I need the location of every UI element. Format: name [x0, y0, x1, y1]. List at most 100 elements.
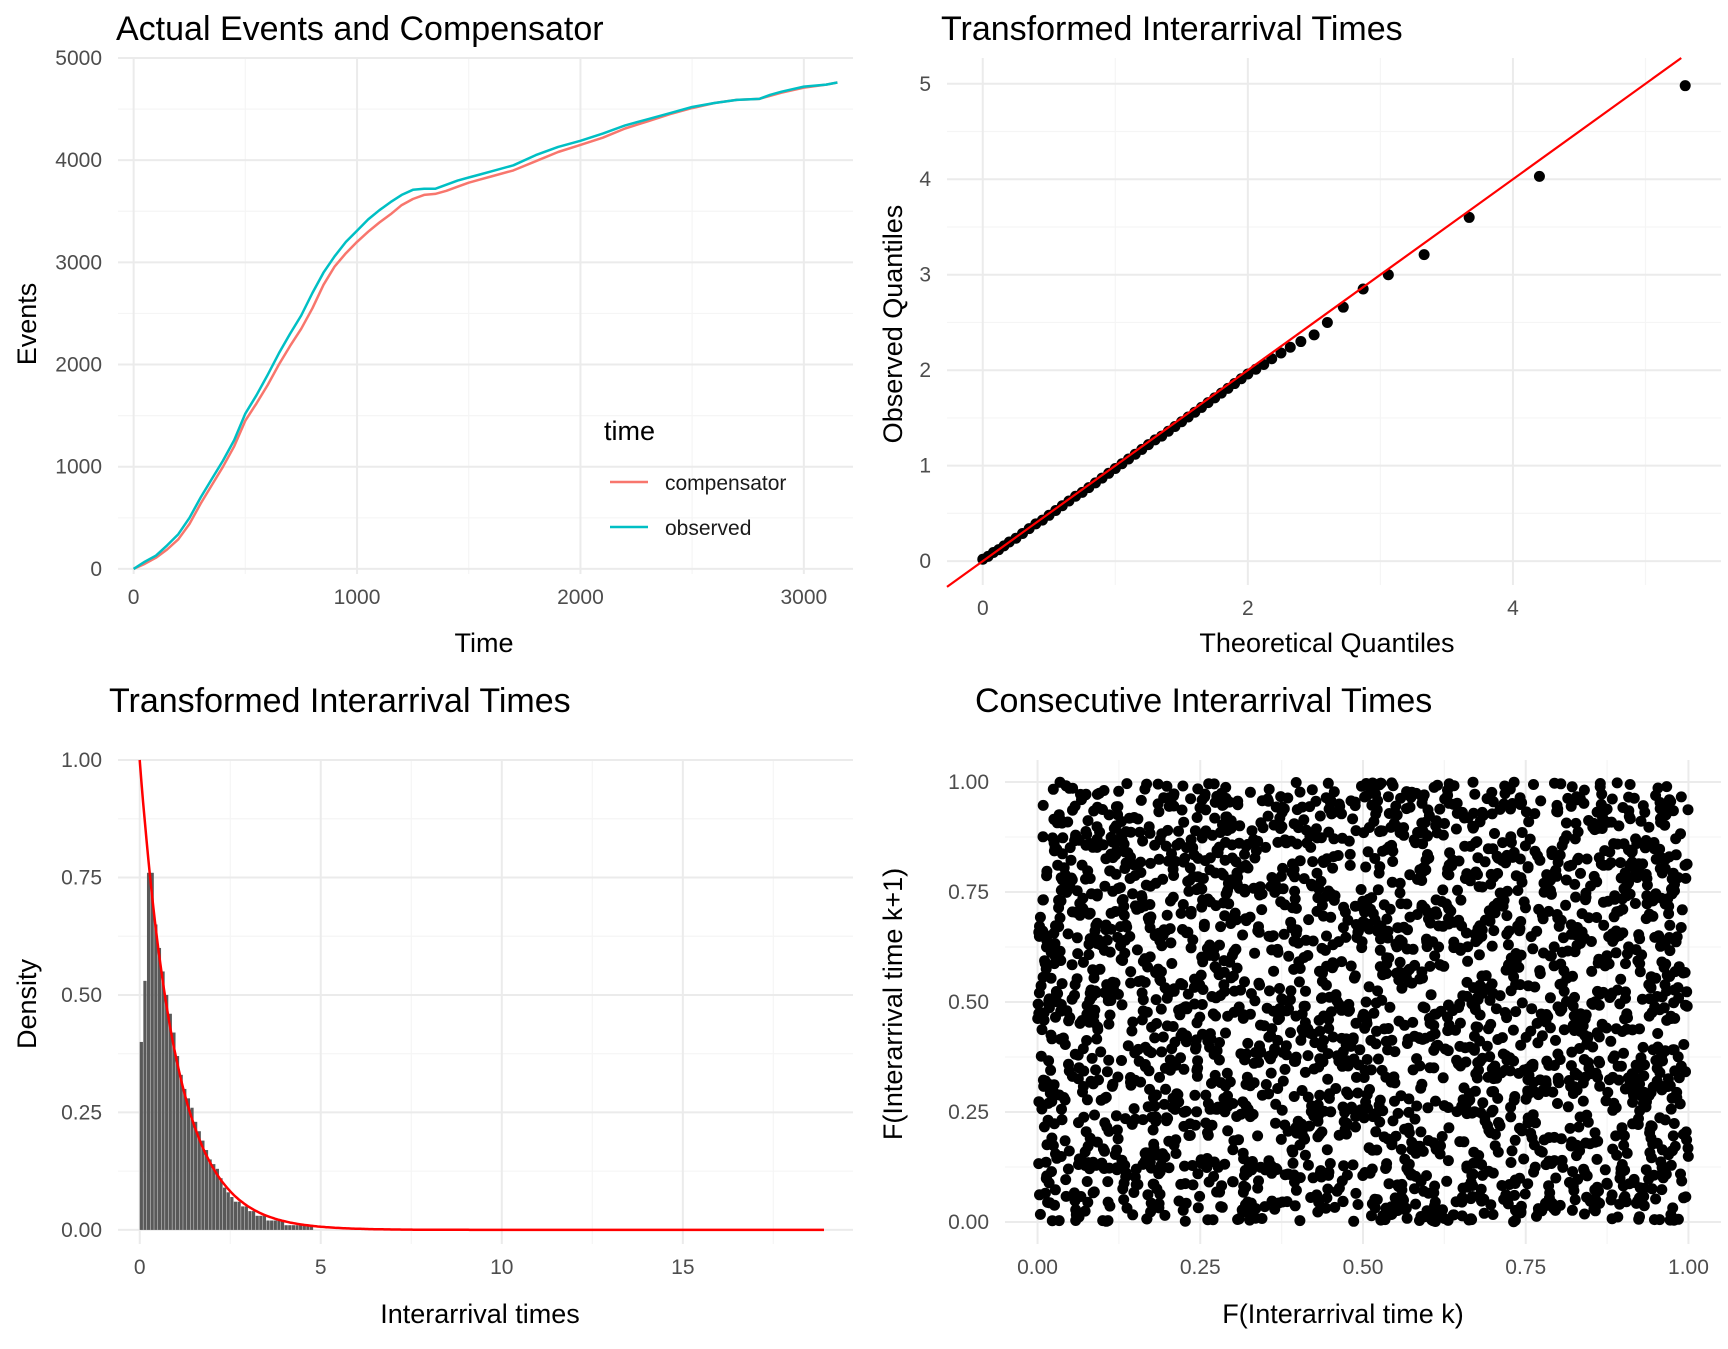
scatter-point — [1532, 1037, 1544, 1049]
scatter-point — [1254, 1040, 1265, 1052]
scatter-point — [1600, 1095, 1612, 1107]
scatter-point — [1500, 964, 1512, 976]
scatter-point — [1615, 857, 1626, 869]
scatter-point — [1136, 987, 1148, 999]
scatter-point — [1189, 825, 1201, 837]
scatter-point — [1198, 921, 1210, 933]
histogram-bar — [179, 1074, 183, 1230]
scatter-point — [1308, 1110, 1320, 1122]
scatter-point — [1652, 1028, 1664, 1039]
scatter-point — [1382, 791, 1394, 803]
scatter-point — [1677, 967, 1689, 979]
panel-qq-plot: 0 2 4 0 1 2 3 4 5 Transformed Interarrival Times… — [878, 10, 1721, 658]
scatter-point — [1638, 1182, 1650, 1194]
scatter-point — [1360, 778, 1372, 789]
panel-2-title: Transformed Interarrival Times — [941, 10, 1403, 48]
scatter-point — [1125, 966, 1137, 978]
scatter-point — [1566, 781, 1578, 793]
scatter-point — [1069, 1048, 1081, 1060]
scatter-point — [1045, 1064, 1057, 1076]
scatter-point — [1069, 989, 1080, 1001]
scatter-point — [1046, 1215, 1058, 1227]
scatter-point — [1473, 949, 1485, 961]
scatter-point — [1601, 1178, 1613, 1190]
scatter-point — [1082, 865, 1094, 877]
scatter-point — [1413, 1032, 1425, 1044]
scatter-point — [1548, 941, 1560, 953]
scatter-point — [1294, 786, 1306, 798]
scatter-point — [1226, 852, 1238, 864]
scatter-point — [1354, 1044, 1366, 1056]
histogram-bar — [215, 1168, 219, 1230]
scatter-point — [1604, 846, 1616, 858]
scatter-point — [1099, 1092, 1111, 1104]
scatter-point — [1240, 859, 1252, 871]
scatter-point — [1118, 909, 1130, 921]
scatter-point — [1370, 808, 1382, 820]
scatter-point — [1518, 1064, 1530, 1076]
scatter-point — [1356, 942, 1368, 954]
scatter-point — [1554, 1054, 1566, 1065]
scatter-point — [1327, 1031, 1339, 1043]
scatter-point — [1116, 1055, 1127, 1066]
scatter-point — [1654, 1112, 1666, 1124]
scatter-point — [1647, 1081, 1659, 1093]
scatter-point — [1423, 1187, 1434, 1199]
scatter-point — [1378, 1131, 1390, 1143]
scatter-point — [1326, 808, 1338, 820]
scatter-point — [1403, 1106, 1415, 1118]
scatter-point — [1152, 778, 1164, 790]
scatter-point — [1427, 936, 1439, 948]
scatter-point — [1673, 992, 1685, 1004]
scatter-point — [1177, 899, 1189, 910]
scatter-point — [1477, 809, 1489, 821]
scatter-point — [1207, 1008, 1219, 1020]
scatter-point — [1112, 988, 1124, 1000]
scatter-point — [1469, 1085, 1481, 1097]
scatter-point — [1099, 1145, 1110, 1157]
scatter-point — [1665, 796, 1677, 807]
scatter-point — [1178, 816, 1190, 828]
scatter-point — [1206, 1077, 1217, 1089]
scatter-point — [1121, 1202, 1133, 1214]
scatter-point — [1441, 1175, 1453, 1187]
scatter-point — [1659, 819, 1671, 831]
scatter-point — [1139, 900, 1151, 912]
scatter-point — [1194, 1011, 1206, 1023]
scatter-point — [1282, 1125, 1294, 1137]
scatter-point — [1675, 1168, 1686, 1180]
scatter-point — [1110, 868, 1122, 880]
scatter-point — [1161, 1020, 1173, 1032]
scatter-point — [1567, 1180, 1579, 1192]
scatter-point — [1656, 1167, 1668, 1179]
panel-4-x-axis-title: F(Interarrival time k) — [1222, 1299, 1464, 1329]
scatter-point — [1585, 936, 1597, 947]
scatter-point — [1294, 1139, 1306, 1151]
scatter-point — [1073, 1062, 1085, 1074]
scatter-point — [1489, 828, 1500, 839]
scatter-point — [1577, 1095, 1589, 1107]
scatter-point — [1276, 806, 1288, 818]
scatter-point — [1680, 1066, 1691, 1078]
scatter-point — [1084, 994, 1096, 1006]
scatter-point — [1448, 780, 1460, 792]
scatter-point — [1337, 922, 1349, 934]
scatter-point — [1091, 1033, 1103, 1045]
scatter-point — [1461, 1108, 1473, 1120]
qq-point — [1418, 249, 1430, 261]
scatter-point — [1630, 865, 1642, 877]
scatter-point — [1447, 1209, 1459, 1221]
scatter-point — [1185, 793, 1197, 805]
scatter-point — [1599, 1164, 1611, 1176]
y-tick-label: 1 — [919, 455, 931, 478]
scatter-point — [1567, 1019, 1579, 1031]
scatter-point — [1345, 795, 1357, 807]
scatter-point — [1248, 837, 1260, 849]
scatter-point — [1610, 1102, 1622, 1114]
scatter-point — [1177, 924, 1188, 935]
scatter-point — [1578, 784, 1590, 796]
scatter-point — [1415, 1082, 1427, 1094]
scatter-point — [1483, 905, 1495, 917]
scatter-point — [1652, 782, 1664, 794]
scatter-point — [1323, 826, 1335, 838]
